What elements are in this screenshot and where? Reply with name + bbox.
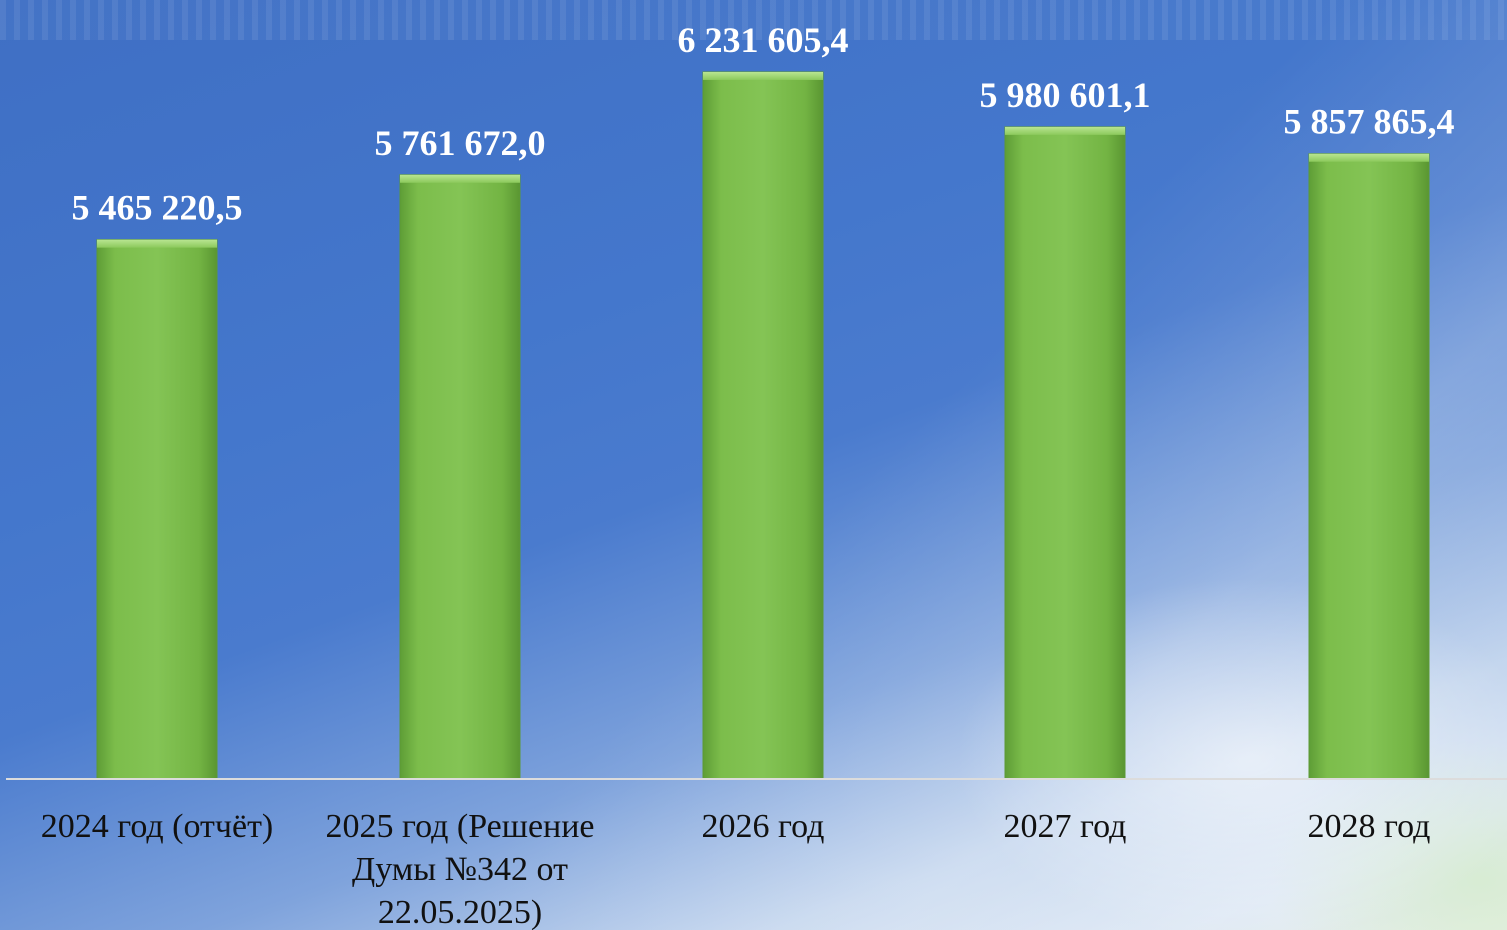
bar-top-highlight-5 <box>1309 153 1429 162</box>
bar-body-5 <box>1308 153 1430 780</box>
value-label-5: 5 857 865,4 <box>1284 102 1455 142</box>
category-label-3: 2026 год <box>702 808 825 845</box>
category-label-2-line-3: 22.05.2025) <box>378 894 542 930</box>
bar-top-highlight-4 <box>1005 126 1125 135</box>
bar-2 <box>399 174 521 780</box>
value-label-4: 5 980 601,1 <box>980 75 1151 115</box>
category-label-5: 2028 год <box>1308 808 1431 845</box>
value-label-1: 5 465 220,5 <box>72 188 243 228</box>
bar-body-2 <box>399 174 521 780</box>
bar-top-highlight-1 <box>97 239 217 248</box>
bar-1 <box>96 239 218 780</box>
value-label-2: 5 761 672,0 <box>375 123 546 163</box>
bar-top-highlight-2 <box>400 174 520 183</box>
bar-3 <box>702 71 824 780</box>
bar-body-3 <box>702 71 824 780</box>
bar-4 <box>1004 126 1126 780</box>
top-ornament-band <box>0 0 1507 40</box>
bar-5 <box>1308 153 1430 780</box>
bar-top-highlight-3 <box>703 71 823 80</box>
category-label-1: 2024 год (отчёт) <box>41 808 274 845</box>
category-label-2-line-1: 2025 год (Решение <box>325 808 594 845</box>
category-label-2-line-2: Думы №342 от <box>352 851 568 888</box>
category-label-4: 2027 год <box>1004 808 1127 845</box>
bar-body-1 <box>96 239 218 780</box>
bar-body-4 <box>1004 126 1126 780</box>
value-label-3: 6 231 605,4 <box>678 20 849 60</box>
